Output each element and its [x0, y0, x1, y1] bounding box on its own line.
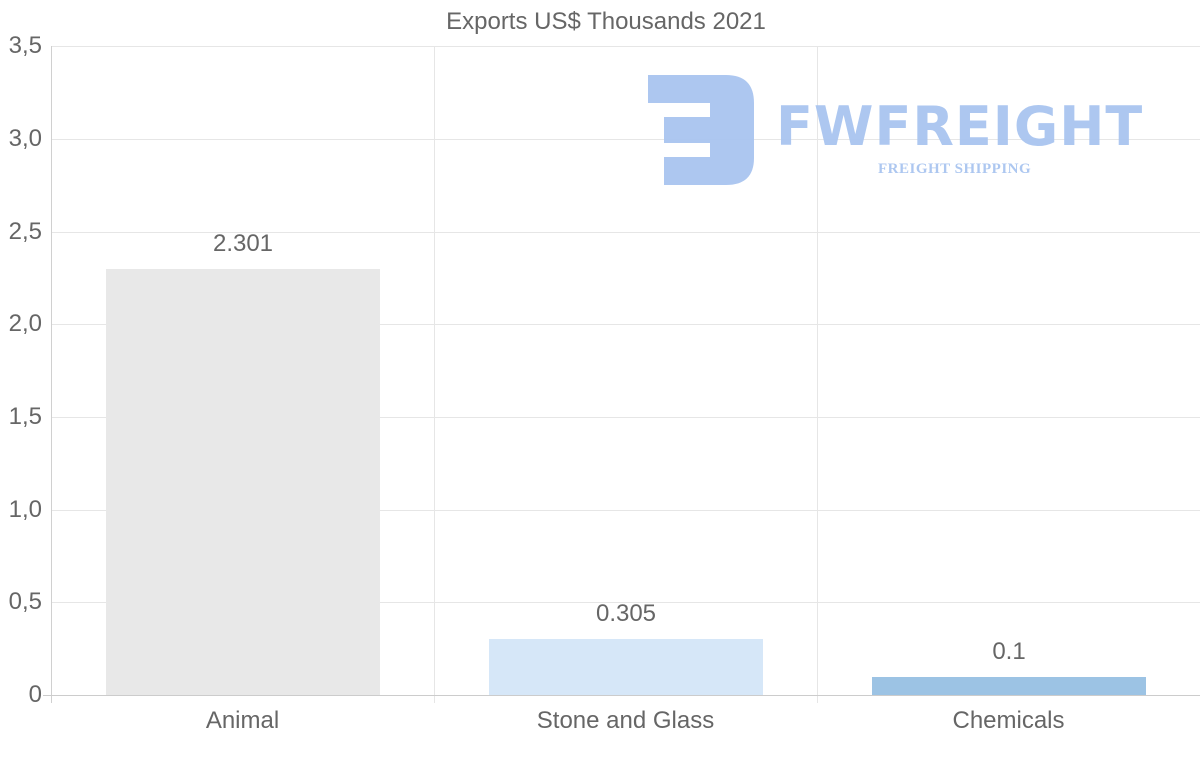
gridline-1-5: [51, 417, 1200, 418]
gridline-3-0: [51, 139, 1200, 140]
y-tick-label: 3,5: [8, 32, 42, 59]
y-tick-label: 0,5: [8, 588, 42, 615]
bar-animal[interactable]: [106, 269, 380, 695]
gridline-1-0: [51, 510, 1200, 511]
brand-tagline: FREIGHT SHIPPING: [878, 161, 1032, 177]
gridline-2-5: [51, 232, 1200, 233]
y-tick-label: 2,5: [8, 218, 42, 245]
bar-stone-and-glass[interactable]: [489, 639, 763, 695]
y-tick-label: 0: [28, 681, 42, 708]
x-axis-line: [43, 695, 1200, 696]
category-divider-1: [434, 46, 435, 703]
bar-chemicals[interactable]: [872, 677, 1146, 695]
gridline-3-5: [51, 46, 1200, 47]
y-tick-label: 3,0: [8, 125, 42, 152]
x-category-label-chemicals: Chemicals: [952, 707, 1065, 734]
x-category-label-animal: Animal: [205, 707, 280, 734]
y-axis-line: [51, 46, 52, 703]
value-label-stone-and-glass: 0.305: [595, 600, 657, 627]
x-category-label-stone-and-glass: Stone and Glass: [536, 707, 715, 734]
gridline-0-5: [51, 602, 1200, 603]
chart-title: Exports US$ Thousands 2021: [446, 8, 766, 35]
brand-name: FWFREIGHT: [776, 95, 1144, 158]
fwfreight-watermark: FWFREIGHT FREIGHT SHIPPING: [646, 73, 1156, 188]
y-tick-label: 1,5: [8, 403, 42, 430]
category-divider-2: [817, 46, 818, 703]
fwfreight-logo-icon: [648, 75, 754, 185]
value-label-animal: 2.301: [212, 230, 274, 257]
y-tick-label: 2,0: [8, 310, 42, 337]
y-tick-label: 1,0: [8, 496, 42, 523]
gridline-2-0: [51, 324, 1200, 325]
value-label-chemicals: 0.1: [992, 638, 1026, 665]
